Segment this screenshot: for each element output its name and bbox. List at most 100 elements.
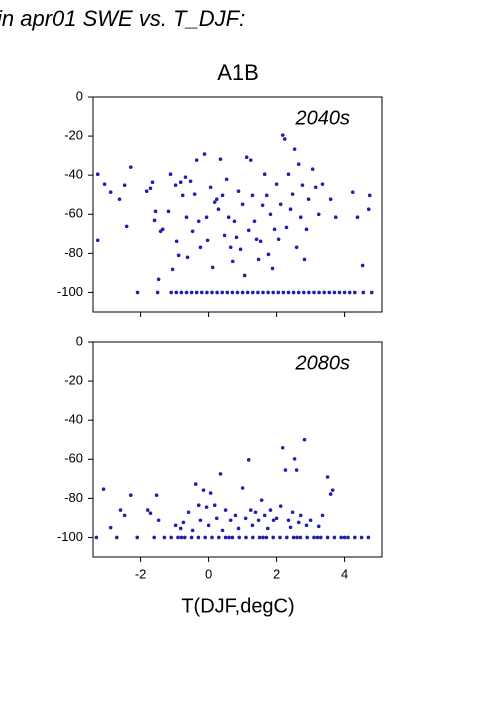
point bbox=[206, 523, 211, 528]
point bbox=[308, 518, 313, 523]
point bbox=[282, 137, 287, 141]
point bbox=[185, 255, 190, 260]
point bbox=[218, 157, 223, 161]
point bbox=[212, 503, 217, 508]
point bbox=[260, 203, 265, 208]
point bbox=[216, 207, 221, 211]
point bbox=[196, 535, 201, 540]
point bbox=[294, 245, 299, 250]
point bbox=[251, 535, 255, 540]
point bbox=[306, 197, 311, 202]
point bbox=[233, 513, 238, 518]
point bbox=[271, 518, 276, 523]
point bbox=[243, 516, 248, 521]
point bbox=[154, 493, 159, 498]
point bbox=[332, 290, 337, 295]
point bbox=[300, 183, 305, 187]
point bbox=[305, 535, 310, 540]
point bbox=[95, 172, 100, 177]
point bbox=[281, 290, 286, 295]
point bbox=[184, 290, 189, 295]
point bbox=[236, 189, 241, 194]
point bbox=[176, 535, 180, 540]
point bbox=[152, 535, 156, 540]
point bbox=[304, 227, 309, 232]
point bbox=[250, 193, 255, 198]
point bbox=[108, 525, 113, 530]
point bbox=[361, 290, 366, 295]
point bbox=[156, 277, 161, 282]
x-axis-label: T(DJF,degC) bbox=[181, 595, 294, 617]
point bbox=[202, 152, 207, 156]
point bbox=[296, 290, 301, 295]
point bbox=[286, 518, 291, 523]
y-tick-label: -60 bbox=[64, 451, 83, 466]
point bbox=[128, 165, 133, 169]
y-tick-label: 0 bbox=[76, 88, 83, 103]
point bbox=[150, 180, 155, 185]
point bbox=[122, 513, 127, 518]
point bbox=[268, 212, 273, 217]
point bbox=[366, 207, 371, 211]
y-tick-label: -80 bbox=[64, 490, 83, 505]
point bbox=[353, 535, 357, 540]
chart-subtitle: A1B bbox=[217, 60, 259, 85]
point bbox=[244, 535, 248, 540]
point bbox=[180, 193, 185, 198]
point bbox=[200, 290, 204, 295]
point bbox=[337, 290, 342, 295]
point bbox=[196, 219, 201, 224]
point bbox=[122, 183, 127, 187]
y-tick-label: -80 bbox=[64, 245, 83, 260]
point bbox=[170, 267, 175, 272]
point bbox=[278, 504, 283, 508]
point bbox=[183, 535, 187, 540]
point bbox=[194, 158, 199, 162]
point bbox=[367, 193, 372, 198]
point bbox=[168, 172, 173, 177]
point bbox=[240, 202, 245, 207]
point bbox=[302, 290, 306, 295]
point bbox=[210, 535, 214, 540]
point bbox=[234, 235, 239, 240]
point bbox=[256, 518, 261, 523]
point bbox=[271, 535, 276, 540]
point bbox=[169, 290, 173, 295]
point bbox=[183, 175, 188, 179]
point bbox=[173, 523, 178, 528]
point bbox=[94, 535, 99, 540]
point bbox=[266, 290, 270, 295]
point bbox=[220, 193, 225, 198]
point bbox=[220, 528, 225, 533]
point bbox=[217, 535, 221, 540]
point bbox=[284, 225, 289, 230]
point bbox=[235, 290, 240, 295]
point bbox=[155, 290, 160, 295]
point bbox=[230, 535, 235, 540]
point bbox=[276, 290, 281, 295]
point bbox=[124, 224, 129, 229]
point bbox=[272, 227, 277, 232]
point bbox=[184, 215, 189, 220]
point bbox=[313, 185, 318, 190]
point bbox=[215, 290, 219, 295]
point bbox=[248, 508, 253, 512]
point bbox=[145, 508, 150, 512]
point bbox=[339, 535, 344, 540]
point bbox=[214, 197, 219, 202]
point bbox=[286, 290, 291, 295]
point bbox=[210, 265, 215, 270]
point bbox=[261, 290, 265, 295]
y-tick-label: -40 bbox=[64, 412, 83, 427]
point bbox=[208, 185, 213, 190]
point bbox=[117, 197, 122, 202]
point bbox=[232, 219, 237, 224]
point bbox=[278, 202, 283, 207]
point bbox=[258, 239, 263, 244]
point bbox=[198, 245, 203, 250]
point bbox=[317, 290, 321, 295]
point bbox=[144, 189, 149, 194]
point bbox=[218, 472, 223, 476]
point bbox=[283, 468, 288, 472]
point bbox=[280, 133, 285, 137]
